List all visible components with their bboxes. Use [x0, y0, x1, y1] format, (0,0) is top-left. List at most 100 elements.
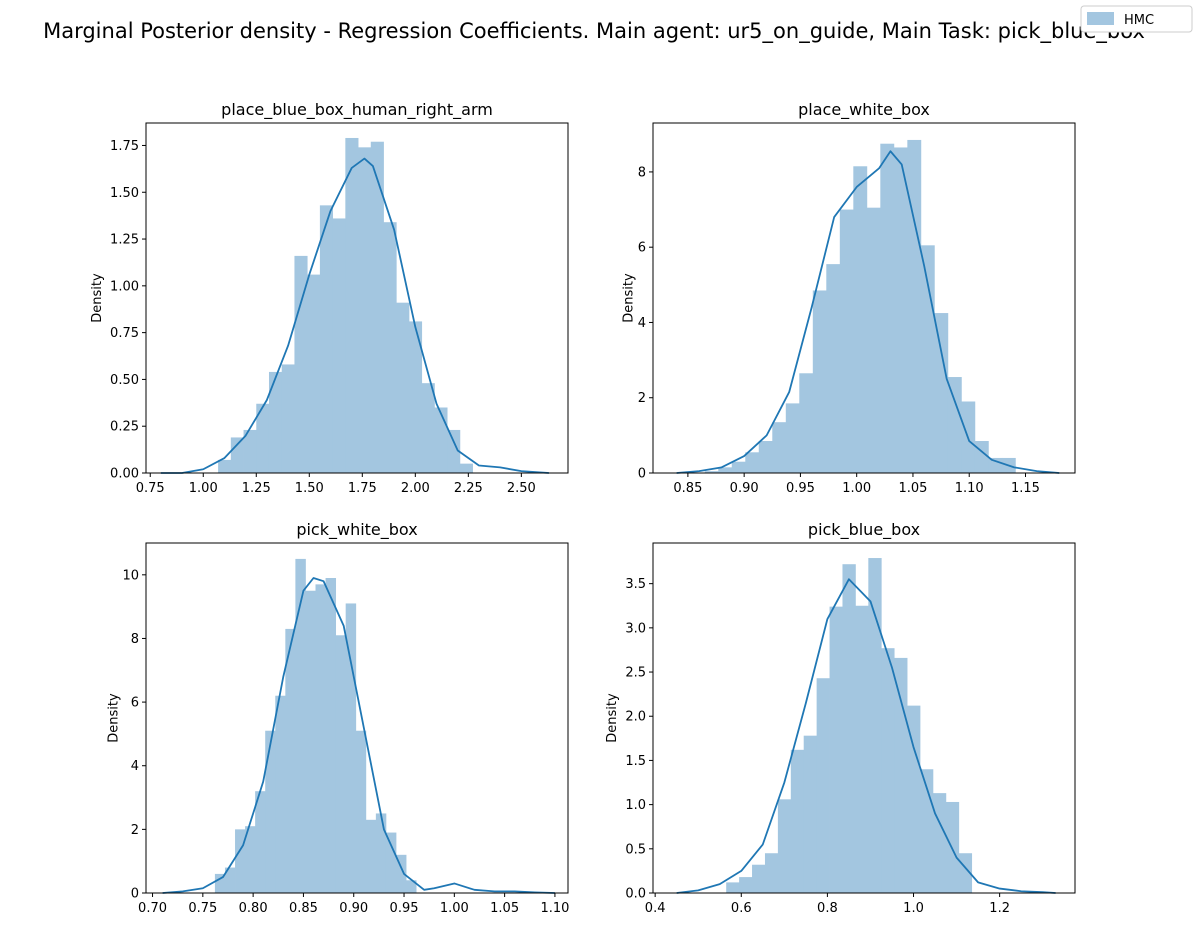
histogram-bar	[235, 829, 246, 893]
histogram-bar	[281, 364, 295, 473]
x-tick-label: 0.85	[673, 481, 702, 496]
subplot-title-place-white-box: place_white_box	[798, 100, 930, 120]
y-tick-label: 0.5	[625, 842, 646, 857]
histogram-bar	[812, 290, 827, 473]
histogram-bar	[932, 793, 947, 893]
subplot-title-pick-white-box: pick_white_box	[296, 520, 417, 540]
histogram-bar	[907, 139, 922, 473]
x-tick-label: 0.4	[645, 901, 666, 916]
x-tick-label: 1.25	[242, 481, 271, 496]
x-tick-label: 0.90	[339, 901, 368, 916]
x-tick-label: 1.50	[295, 481, 324, 496]
histogram-bar	[826, 264, 841, 473]
x-tick-label: 1.0	[903, 901, 924, 916]
histogram-bar	[325, 578, 337, 893]
axes-frame	[145, 122, 569, 474]
y-tick-label: 0.00	[110, 467, 139, 482]
subplot-title-place-blue-box-human-right-arm: place_blue_box_human_right_arm	[221, 100, 493, 120]
y-axis-label: Density	[622, 273, 637, 323]
histogram-bar	[230, 437, 244, 473]
histogram-bar	[385, 832, 397, 893]
y-tick-label: 2.0	[625, 710, 646, 725]
histogram-bar	[285, 628, 296, 893]
histogram-bar	[790, 749, 805, 893]
histogram-bar	[866, 207, 881, 473]
histogram-bar	[718, 467, 733, 473]
legend: HMC	[1080, 5, 1193, 33]
histogram-bar	[704, 471, 719, 473]
y-tick-label: 4	[638, 316, 646, 331]
histogram-bar	[408, 321, 423, 473]
x-tick-label: 0.85	[289, 901, 318, 916]
y-axis-label: Density	[106, 693, 121, 743]
histogram-bar	[214, 873, 226, 893]
x-tick-label: 0.6	[731, 901, 752, 916]
histogram-bar	[355, 730, 367, 893]
histogram-bar	[434, 407, 448, 473]
histogram-bar	[319, 205, 334, 473]
histogram-bar	[345, 603, 357, 893]
histogram-bar	[459, 463, 473, 473]
y-axis-label: Density	[90, 273, 105, 323]
histogram-bar	[868, 558, 882, 893]
histogram-bar	[880, 143, 895, 473]
y-tick-label: 10	[122, 568, 139, 583]
histogram-bar	[803, 735, 818, 893]
histogram-bar	[447, 429, 461, 473]
y-tick-label: 1.5	[625, 754, 646, 769]
histogram-bar	[395, 854, 407, 893]
y-tick-label: 4	[131, 759, 139, 774]
x-tick-label: 1.00	[440, 901, 469, 916]
x-tick-label: 1.75	[348, 481, 377, 496]
histogram-bar	[894, 657, 908, 893]
histogram-bar	[839, 209, 854, 473]
panel-place-blue-box-human-right-arm: 0.75 1.00 1.25 1.50 1.75 2.00 2.25 2.50 0.00 0.25…	[90, 100, 569, 496]
histogram-bar	[745, 452, 760, 473]
histogram-bar	[731, 461, 746, 473]
x-tick-label: 0.95	[390, 901, 419, 916]
histogram-bar	[358, 147, 372, 473]
x-tick-label: 1.10	[955, 481, 984, 496]
x-tick-label: 1.15	[1011, 481, 1040, 496]
x-tick-label: 2.25	[454, 481, 483, 496]
histogram-bar	[855, 605, 869, 893]
y-tick-label: 3.5	[625, 577, 646, 592]
histogram-bar	[396, 302, 410, 473]
histogram-bar	[218, 459, 232, 473]
histogram-bar	[305, 590, 316, 893]
histogram-bar	[947, 377, 962, 473]
histogram-bar	[881, 648, 895, 893]
y-tick-label: 0.0	[625, 887, 646, 902]
x-tick-label: 0.75	[136, 481, 165, 496]
y-tick-label: 0.75	[110, 326, 139, 341]
x-tick-label: 1.05	[898, 481, 927, 496]
kde-line	[676, 578, 1056, 894]
histogram-bar	[785, 403, 800, 473]
histogram-bar	[816, 678, 830, 893]
histogram-bar	[974, 441, 989, 473]
x-tick-label: 0.8	[817, 901, 838, 916]
histogram-bar	[829, 606, 843, 893]
histogram-bar	[255, 791, 266, 893]
x-tick-label: 1.10	[540, 901, 569, 916]
y-tick-label: 2.5	[625, 666, 646, 681]
histogram-bar	[842, 564, 856, 893]
y-tick-label: 2	[638, 391, 646, 406]
histogram-bar	[332, 218, 346, 473]
kde-line	[162, 577, 555, 894]
panel-pick-blue-box: 0.4 0.6 0.8 1.0 1.2 0.0 0.5 1.0 1.5 2.0 2.5 3.0 3.5 p…	[605, 520, 1076, 916]
y-tick-label: 1.75	[110, 139, 139, 154]
kde-line	[676, 150, 1060, 474]
histogram-bar	[268, 371, 283, 473]
histogram-bar	[345, 137, 359, 473]
histogram-bar	[294, 255, 308, 473]
y-tick-label: 6	[131, 696, 139, 711]
histogram-bar	[256, 403, 270, 473]
histogram-bar	[777, 799, 792, 893]
histogram-bar	[758, 441, 773, 473]
histogram-bar	[243, 429, 257, 473]
x-tick-label: 2.00	[401, 481, 430, 496]
y-tick-label: 0	[131, 887, 139, 902]
x-tick-label: 1.05	[490, 901, 519, 916]
